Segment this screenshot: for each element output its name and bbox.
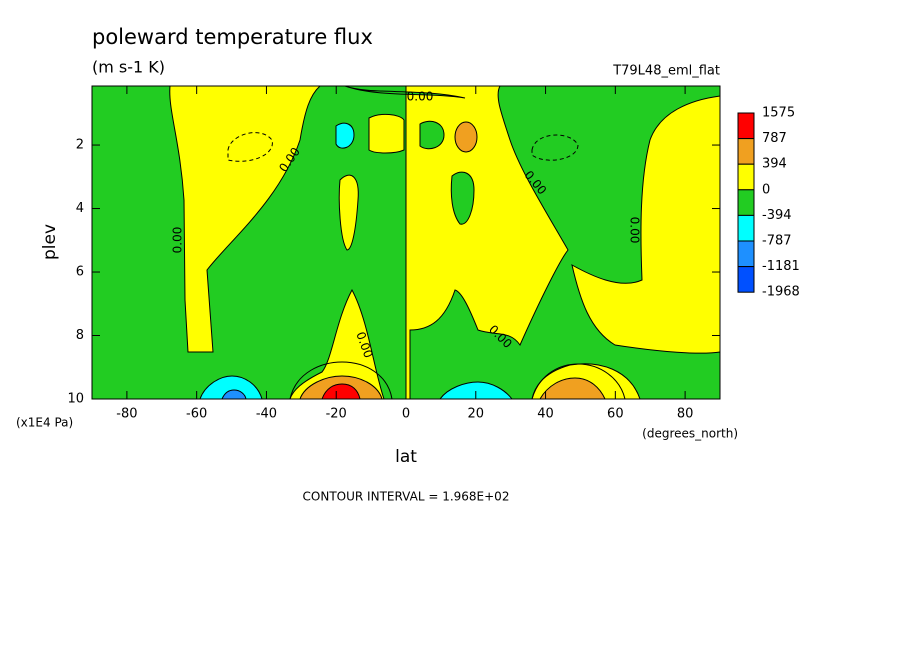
colorbar-swatch [737, 266, 755, 293]
colorbar-label: 1575 [762, 106, 795, 121]
colorbar-label: -394 [762, 208, 792, 223]
contour-label: 0.00 [407, 90, 434, 104]
dataset-label: T79L48_eml_flat [612, 64, 720, 79]
x-units: (degrees_north) [642, 427, 738, 441]
y-tick-label: 4 [76, 201, 84, 216]
x-tick-label: 60 [607, 407, 624, 422]
colorbar-swatch [737, 189, 755, 216]
colorbar-label: -787 [762, 234, 792, 249]
x-tick-label: 0 [402, 407, 410, 422]
y-units: (x1E4 Pa) [16, 416, 73, 430]
colorbar-swatch [737, 112, 755, 140]
colorbar-swatch [737, 163, 755, 191]
y-tick-label: 10 [67, 392, 84, 407]
contour-field [91, 85, 721, 400]
contour-label: 0.00 [628, 217, 642, 244]
colorbar-swatch [737, 214, 755, 242]
y-tick-label: 2 [76, 138, 84, 153]
colorbar-swatch [737, 240, 755, 268]
colorbar-label: 394 [762, 157, 787, 172]
y-axis-title: plev [40, 224, 60, 260]
colorbar-swatch [737, 138, 755, 165]
colorbar-label: -1968 [762, 285, 800, 300]
colorbar-label: 787 [762, 131, 787, 146]
x-tick-label: 40 [537, 407, 554, 422]
x-tick-label: -40 [256, 407, 277, 422]
x-tick-label: -80 [116, 407, 137, 422]
colorbar-label: 0 [762, 182, 770, 197]
footnote: CONTOUR INTERVAL = 1.968E+02 [303, 490, 510, 504]
colorbar-label: -1181 [762, 259, 800, 274]
x-tick-label: -60 [186, 407, 207, 422]
x-tick-label: 20 [468, 407, 485, 422]
chart-subtitle: (m s-1 K) [92, 58, 165, 77]
chart-title: poleward temperature flux [92, 25, 373, 49]
x-tick-label: 80 [677, 407, 694, 422]
y-tick-label: 8 [76, 328, 84, 343]
x-tick-label: -20 [326, 407, 347, 422]
x-axis-title: lat [395, 447, 417, 467]
contour-label: 0.00 [171, 227, 185, 254]
y-tick-label: 6 [76, 265, 84, 280]
